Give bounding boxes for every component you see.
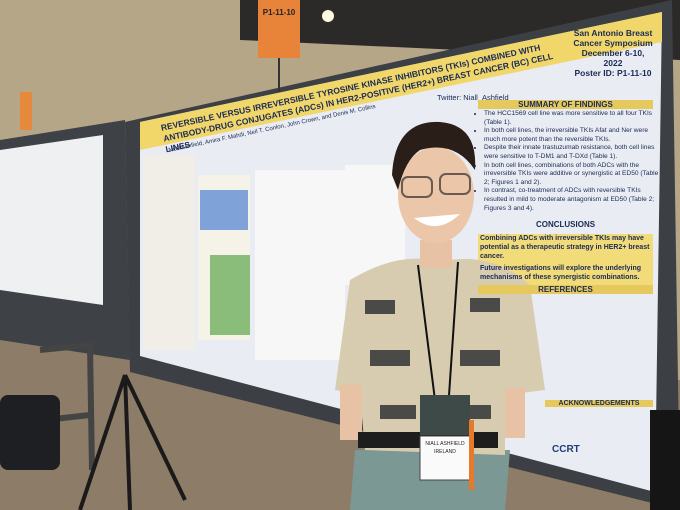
poster-id: Poster ID: P1-11-10 bbox=[574, 68, 652, 78]
badge bbox=[419, 435, 471, 481]
badge-name: NIALL ASHFIELD bbox=[425, 441, 465, 447]
conference-name: San Antonio Breast Cancer Symposium bbox=[573, 28, 653, 48]
easel bbox=[78, 374, 187, 510]
conference: San Antonio Breast Cancer Symposium Dece… bbox=[572, 28, 654, 78]
badge-holder bbox=[420, 395, 470, 435]
light bbox=[322, 10, 334, 22]
table bbox=[210, 255, 250, 335]
bag bbox=[0, 395, 60, 470]
twitter: Twitter: Niall_Ashfield bbox=[437, 93, 509, 102]
logo: CCRT bbox=[552, 444, 580, 455]
shirt-pattern bbox=[365, 298, 500, 419]
figures bbox=[255, 170, 345, 360]
arm bbox=[505, 388, 525, 438]
conclusion-item: Combining ADCs with irreversible TKIs ma… bbox=[480, 235, 650, 260]
summary-list: The HCC1569 cell line was more sensitive… bbox=[470, 110, 659, 213]
sign-label: P1-11-10 bbox=[262, 8, 296, 17]
badge-country: IRELAND bbox=[434, 449, 456, 455]
trash-can bbox=[650, 410, 680, 510]
neck bbox=[420, 240, 452, 268]
pen bbox=[469, 420, 474, 490]
references-heading: REFERENCES bbox=[478, 285, 653, 294]
left-poster bbox=[0, 135, 103, 305]
summary-item: In contrast, co-treatment of ADCs with r… bbox=[484, 187, 659, 213]
hair bbox=[392, 121, 476, 190]
summary-item: In both cell lines, combinations of both… bbox=[484, 162, 659, 188]
conclusion-item: Future investigations will explore the u… bbox=[480, 265, 642, 281]
intro-column bbox=[143, 155, 195, 350]
summary-item: Despite their innate trastuzumab resista… bbox=[484, 144, 659, 161]
arm bbox=[340, 385, 362, 440]
summary-item: The HCC1569 cell line was more sensitive… bbox=[484, 110, 659, 127]
left-sign bbox=[20, 92, 32, 130]
acknowledgements-heading: ACKNOWLEDGEMENTS bbox=[545, 400, 653, 407]
smile bbox=[414, 214, 460, 227]
conclusions-heading: CONCLUSIONS bbox=[535, 220, 596, 229]
sign bbox=[258, 0, 300, 58]
glasses bbox=[401, 173, 471, 198]
poster-header bbox=[140, 12, 662, 150]
conference-dates: December 6-10, 2022 bbox=[581, 48, 645, 68]
conclusions-list: Combining ADCs with irreversible TKIs ma… bbox=[480, 234, 652, 285]
badge-text: NIALL ASHFIELD IRELAND bbox=[420, 440, 470, 456]
summary-heading: SUMMARY OF FINDINGS bbox=[478, 100, 653, 109]
table bbox=[200, 190, 248, 230]
summary-item: In both cell lines, the irreversible TKI… bbox=[484, 127, 659, 144]
